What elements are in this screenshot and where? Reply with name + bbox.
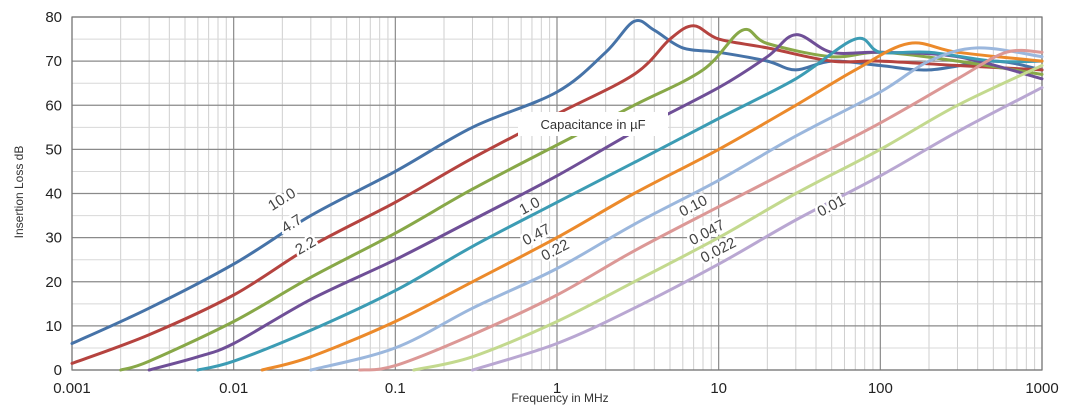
annotation-text: Capacitance in µF bbox=[540, 117, 645, 132]
series-line-10-0 bbox=[70, 19, 1044, 345]
x-tick-label: 0.01 bbox=[219, 380, 248, 397]
series-line-0-22 bbox=[260, 41, 1044, 372]
series-line-1-0 bbox=[147, 33, 1044, 372]
x-tick-label: 1000 bbox=[1025, 380, 1058, 397]
x-tick-labels: 0.001 0.01 0.1 1 10 100 1000 bbox=[53, 380, 1058, 397]
y-tick-label: 40 bbox=[45, 186, 62, 203]
series-line-0-022 bbox=[412, 64, 1044, 372]
y-tick-labels: 0 10 20 30 40 50 60 70 80 bbox=[45, 9, 62, 379]
y-tick-label: 70 bbox=[45, 53, 62, 70]
y-axis-title: Insertion Loss dB bbox=[12, 146, 26, 239]
y-tick-label: 30 bbox=[45, 230, 62, 247]
x-tick-label: 0.001 bbox=[53, 380, 91, 397]
plot-border bbox=[71, 16, 1043, 371]
series-line-0-10 bbox=[309, 46, 1044, 372]
y-tick-label: 0 bbox=[54, 362, 62, 379]
x-tick-label: 100 bbox=[868, 380, 893, 397]
y-tick-label: 20 bbox=[45, 274, 62, 291]
series-line-0-047 bbox=[358, 48, 1044, 372]
y-tick-label: 10 bbox=[45, 318, 62, 335]
annotation-layer: Capacitance in µF bbox=[518, 112, 668, 136]
series-layer bbox=[70, 19, 1044, 372]
series-line-0-01 bbox=[471, 86, 1044, 372]
y-tick-label: 80 bbox=[45, 9, 62, 26]
major-grid bbox=[71, 16, 1043, 371]
series-line-4-7 bbox=[70, 24, 1044, 365]
y-tick-label: 50 bbox=[45, 141, 62, 158]
x-tick-label: 1 bbox=[553, 380, 561, 397]
y-tick-label: 60 bbox=[45, 97, 62, 114]
annotation-box bbox=[518, 112, 668, 136]
x-tick-label: 0.1 bbox=[385, 380, 406, 397]
x-axis-title: Frequency in MHz bbox=[511, 391, 608, 405]
x-tick-label: 10 bbox=[710, 380, 727, 397]
series-line-0-47 bbox=[196, 36, 1044, 372]
